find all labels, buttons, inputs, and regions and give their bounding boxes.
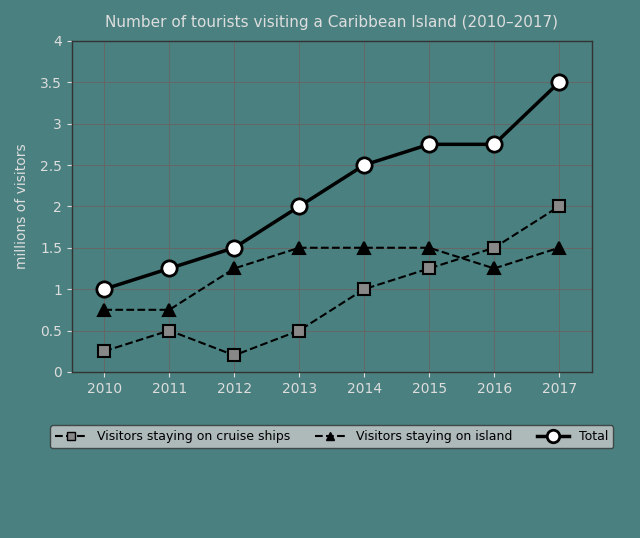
Title: Number of tourists visiting a Caribbean Island (2010–2017): Number of tourists visiting a Caribbean …	[105, 15, 558, 30]
Legend: Visitors staying on cruise ships, Visitors staying on island, Total: Visitors staying on cruise ships, Visito…	[51, 426, 613, 448]
Y-axis label: millions of visitors: millions of visitors	[15, 144, 29, 269]
